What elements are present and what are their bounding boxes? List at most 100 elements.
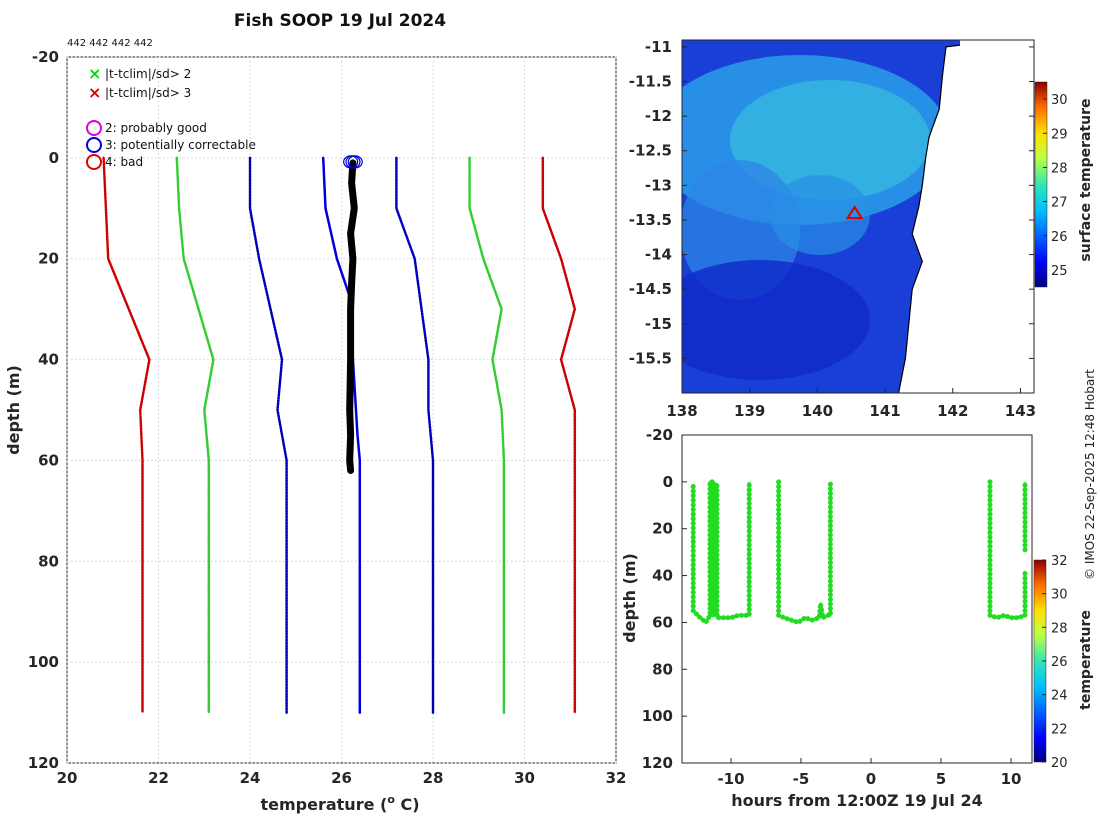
series-clim-3sd [541,156,577,714]
map-y-tick-label: -15 [645,315,672,333]
profile-x-tick-label: 30 [514,769,535,787]
time-series-group [690,479,1028,625]
profile-x-tick-label: 28 [423,769,444,787]
map-warm-core [730,80,930,200]
temperature-colorbar-tick-label: 32 [1051,554,1068,569]
time-x-label: hours from 12:00Z 19 Jul 24 [731,791,982,810]
time-y-tick-label: 80 [652,660,673,678]
map-y-tick-label: -14.5 [629,280,672,298]
profile-location-triangle [845,205,864,220]
time-x-tick-label: -10 [717,770,744,788]
map-y-tick-label: -14 [645,246,672,264]
map-land-top [960,40,1020,80]
map-y-tick-label: -12 [645,107,672,125]
sst-colorbar-tick-label: 30 [1051,93,1068,108]
map-cool-south [682,260,870,380]
time-tick-labels: -10 -5 0 5 10 -20 0 20 40 60 80 100 120 [642,426,1022,788]
time-x-tick-label: 10 [1001,770,1022,788]
sst-colorbar-tick-label: 25 [1051,264,1068,279]
time-x-tick-label: 5 [936,770,946,788]
map-tick-labels: 138 139 140 141 142 143 -11 -11.5 -12 -12.5 -13 -13… [629,38,1036,420]
profile-y-tick-label: 60 [38,451,59,469]
series-clim-1sd [248,156,288,714]
map-x-tick-label: 142 [937,402,968,420]
legend-magenta-circle [86,120,102,136]
x-label-suffix: C) [395,795,420,814]
map-x-tick-label: 140 [802,402,833,420]
legend-item-potentially-correctable: 3: potentially correctable [105,138,256,152]
map-y-tick-label: -15.5 [629,349,672,367]
profile-series-group [102,156,577,714]
temperature-colorbar-tick-label: 26 [1051,655,1068,670]
temperature-colorbar-label: temperature [1078,610,1094,710]
series-clim-3sd [102,156,151,714]
map-y-tick-label: -12.5 [629,142,672,160]
copyright-text: © IMOS 22-Sep-2025 12:48 Hobart [1083,369,1097,580]
profile-y-tick-label: 80 [38,552,59,570]
temperature-colorbar-tick-label: 20 [1051,756,1068,771]
legend-green-x-marker: × [88,64,101,83]
sst-colorbar-label: surface temperature [1078,98,1094,261]
x-label-prefix: temperature ( [260,795,387,814]
profile-tick-labels: 20 22 24 26 28 30 32 -20 0 20 40 60 80 100 120 [28,48,627,787]
legend-item-red-x: |t-tclim|/sd> 3 [105,86,191,100]
map-x-tick-label: 143 [1005,402,1036,420]
time-y-tick-label: 40 [652,567,673,585]
profile-x-tick-label: 20 [57,769,78,787]
map-y-tick-label: -13 [645,176,672,194]
sst-colorbar-tick-label: 28 [1051,161,1068,176]
map-x-tick-label: 139 [734,402,765,420]
map-x-tick-label: 138 [666,402,697,420]
legend-red-circle [86,154,102,170]
temperature-colorbar-tick-label: 28 [1051,621,1068,636]
sst-colorbar-tick-label: 27 [1051,196,1068,211]
temperature-colorbar-ticks: 20 22 24 26 28 30 32 [1042,554,1068,771]
profile-y-tick-label: 20 [38,250,59,268]
profile-grid [66,56,617,764]
legend: × |t-tclim|/sd> 2 × |t-tclim|/sd> 3 2: p… [86,64,256,170]
sst-colorbar-tick-label: 29 [1051,127,1068,142]
profile-x-tick-label: 26 [331,769,352,787]
time-y-tick-label: 20 [652,520,673,538]
time-y-label: depth (m) [620,553,639,643]
legend-item-green-x: |t-tclim|/sd> 2 [105,67,191,81]
temperature-colorbar-tick-label: 24 [1051,689,1068,704]
profile-y-tick-label: 40 [38,351,59,369]
profile-y-tick-label: -20 [32,48,59,66]
sst-colorbar-tick-label: 26 [1051,230,1068,245]
legend-blue-circle [86,137,102,153]
sst-map: 138 139 140 141 142 143 -11 -11.5 -12 -12.5 -13 -13… [629,38,1094,420]
profile-y-tick-label: 100 [28,653,59,671]
temperature-colorbar-tick-label: 30 [1051,588,1068,603]
profile-flags [343,155,363,169]
legend-red-x-marker: × [88,83,101,102]
figure-title: Fish SOOP 19 Jul 2024 [234,11,446,31]
time-depth-plot: -10 -5 0 5 10 -20 0 20 40 60 80 100 120 hours from 1… [620,426,1094,810]
profile-y-tick-label: 120 [28,754,59,772]
time-y-tick-label: 60 [652,613,673,631]
map-warm-south [770,175,870,255]
series-observed-profile [346,159,358,474]
map-x-tick-label: 141 [869,402,900,420]
qc-flag-circle [347,155,363,169]
series-clim-2sd [175,156,215,714]
time-y-tick-label: 100 [642,707,673,725]
x-label-degree: o [387,793,395,806]
cast-trace-line [691,480,751,624]
legend-item-probably-good: 2: probably good [105,121,207,135]
map-y-tick-label: -11.5 [629,73,672,91]
time-y-tick-label: -20 [646,426,673,444]
map-y-tick-label: -11 [645,38,672,56]
sst-map-field [682,40,1034,393]
map-y-tick-label: -13.5 [629,211,672,229]
profile-y-label: depth (m) [4,365,23,455]
cast-trace-line [988,481,1027,620]
cast-trace-line [777,481,832,624]
profile-y-tick-label: 0 [49,149,59,167]
land-mask [897,40,1034,393]
series-clim-2sd [468,156,506,714]
sst-colorbar-ticks: 25 26 27 28 29 30 [1043,93,1068,279]
legend-item-bad: 4: bad [105,155,143,169]
temperature-colorbar-tick-label: 22 [1051,722,1068,737]
